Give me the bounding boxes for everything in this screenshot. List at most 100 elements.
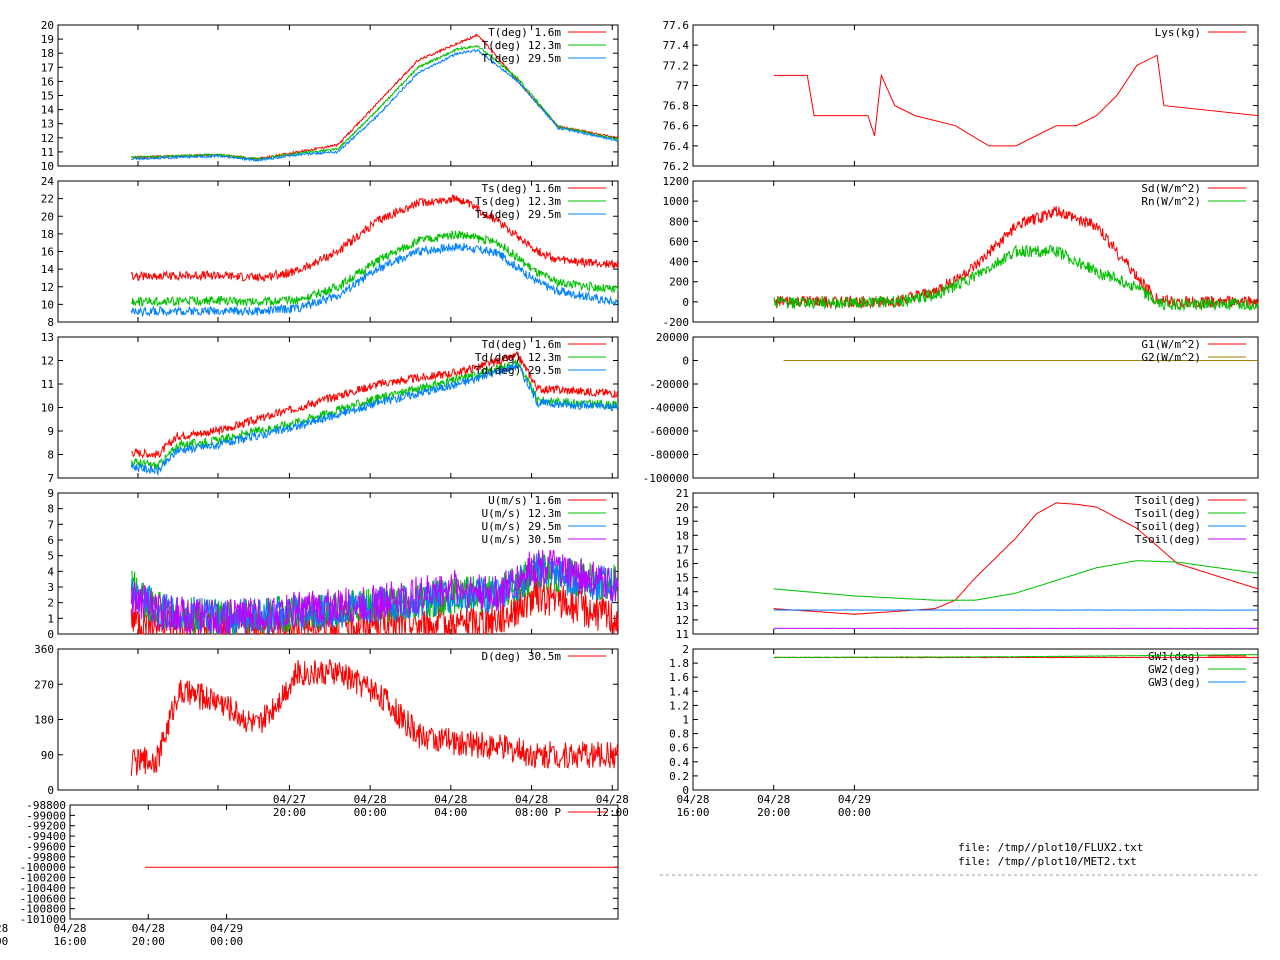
y-tick-label: 0 [47,628,54,641]
ground-water-series-1 [773,653,1259,659]
legend-label: U(m/s) 12.3m [482,507,562,520]
legend-label: GW3(deg) [1148,676,1201,689]
y-tick-label: 20 [676,501,689,514]
y-tick-label: 8 [47,449,54,462]
y-tick-label: 0.8 [669,728,689,741]
radiation-series-0 [773,206,1259,310]
x-tick-label: 04/29 [838,793,871,806]
x-tick-label: 20:00 [273,806,306,819]
legend-label: T(deg) 1.6m [488,26,561,39]
y-tick-label: 15 [676,572,689,585]
x-tick-label: 16:00 [53,935,86,948]
x-tick-label: 04/28 [0,922,8,935]
legend-label: Td(deg) 12.3m [475,351,561,364]
y-tick-label: -200 [663,316,690,329]
y-tick-label: -100600 [20,892,66,905]
legend-label: GW2(deg) [1148,663,1201,676]
y-tick-label: 14 [676,586,690,599]
y-tick-label: 12 [41,355,54,368]
legend-label: Tsoil(deg) [1135,520,1201,533]
legend-label: Ts(deg) 1.6m [482,182,562,195]
legend-label: Rn(W/m^2) [1141,195,1201,208]
x-tick-label: 04/28 [53,922,86,935]
y-tick-label: -99200 [26,820,66,833]
y-tick-label: 5 [47,550,54,563]
legend-label: Ts(deg) 12.3m [475,195,561,208]
air-temperature-series-2 [130,48,619,163]
legend-label: Tsoil(deg) [1135,494,1201,507]
y-tick-label: 11 [676,628,689,641]
wind-speed-series-3 [130,549,619,635]
lysimeter-chart: 76.2 76.4 76.6 76.8 77 77.2 77.4 77.6 Lys(kg) [288,19,1259,173]
soil-temperature-series-1 [773,560,1259,601]
pressure-frame [69,804,619,920]
y-tick-label: 13 [41,331,54,344]
y-tick-label: 14 [41,263,55,276]
legend-label: Sd(W/m^2) [1141,182,1201,195]
y-tick-label: 18 [676,529,689,542]
y-tick-label: -100800 [20,903,66,916]
y-tick-label: 0 [682,784,689,797]
dewpoint-series-1 [130,359,619,470]
y-tick-label: 17 [41,61,54,74]
y-tick-label: 10 [41,402,54,415]
y-tick-label: 77.2 [663,59,690,72]
y-tick-label: 77.6 [663,19,690,32]
surface-temperature-series-2 [130,242,619,318]
x-tick-label: 20:00 [132,935,165,948]
y-tick-label: 76.2 [663,160,690,173]
x-tick-label: 04/28 [757,793,790,806]
y-tick-label: -100000 [643,472,689,485]
y-tick-label: 1200 [663,175,690,188]
y-tick-label: 76.4 [663,140,690,153]
y-tick-label: 90 [41,749,54,762]
y-tick-label: 19 [676,515,689,528]
y-tick-label: 400 [669,256,689,269]
legend-label: D(deg) 30.5m [482,650,562,663]
surface-temperature-series-1 [130,230,619,308]
y-tick-label: 7 [47,518,54,531]
y-tick-label: -98800 [26,799,66,812]
x-tick-label: 00:00 [210,935,243,948]
y-tick-label: 10 [41,298,54,311]
y-tick-label: 21 [676,487,689,500]
y-tick-label: 77.4 [663,39,690,52]
y-tick-label: -101000 [20,913,66,926]
y-tick-label: 77 [676,79,689,92]
y-tick-label: 9 [47,487,54,500]
y-tick-label: 20 [41,210,54,223]
legend-label: G1(W/m^2) [1141,338,1201,351]
legend-label: U(m/s) 30.5m [482,533,562,546]
y-tick-label: 360 [34,643,54,656]
y-tick-label: 18 [41,47,54,60]
x-tick-label: 12:00 [0,935,8,948]
y-tick-label: -99600 [26,840,66,853]
x-tick-label: 04/28 [434,793,467,806]
y-tick-label: 1000 [663,195,690,208]
radiation-series-1 [773,244,1259,312]
pressure-chart: -101000-100800-100600-100400-100200-1000… [0,799,619,948]
y-tick-label: 10 [41,160,54,173]
x-tick-label: 04/27 [273,793,306,806]
lysimeter-frame [692,24,1259,167]
y-tick-label: 1.4 [669,685,689,698]
y-tick-label: -80000 [649,449,689,462]
dewpoint-series-0 [130,351,619,460]
x-tick-label: 04/28 [596,793,629,806]
x-tick-label: 04/28 [676,793,709,806]
wind-direction-chart: 0 90 180 270 360 D(deg) 30.5m [34,643,619,797]
legend-label: U(m/s) 29.5m [482,520,562,533]
y-tick-label: 3 [47,581,54,594]
legend-label: Td(deg) 1.6m [482,338,562,351]
radiation-frame [692,180,1259,323]
y-tick-label: 2 [682,643,689,656]
ground-water-chart: 00.20.40.60.81 1.21.41.61.82 GW1(deg)GW2(d… [273,643,1259,819]
y-tick-label: 15 [41,90,54,103]
y-tick-label: 0 [682,355,689,368]
legend-label: Lys(kg) [1155,26,1201,39]
x-tick-label: 04:00 [434,806,467,819]
y-tick-label: 200 [669,276,689,289]
